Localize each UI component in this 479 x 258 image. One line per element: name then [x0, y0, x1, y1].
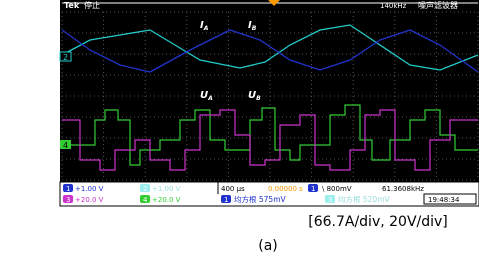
trigger: \ 800mV [322, 185, 352, 193]
filter: 噪声滤波器 [418, 0, 458, 10]
caption-scale: [66.7A/div, 20V/div] [308, 214, 448, 230]
meas1-num: 1 [224, 196, 228, 204]
timebase: 400 µs [221, 185, 245, 193]
meas2: 均方根 520mV [338, 194, 391, 204]
caption-label: (a) [258, 238, 278, 254]
ch1-scale: +1.00 V [75, 185, 104, 193]
scope-screen [60, 0, 479, 182]
ch4-marker-label: 4 [63, 141, 68, 150]
time: 19:48:34 [428, 196, 460, 204]
ch4-scale: +20.0 V [152, 196, 181, 204]
ch2-scale: +1.00 V [152, 185, 181, 193]
state: 停止 [84, 0, 100, 10]
trig-ch: 1 [311, 185, 315, 193]
delay: 0.00000 s [268, 185, 303, 193]
meas1: 均方根 575mV [234, 194, 287, 204]
figure: Tek 停止 140kHz 噪声滤波器 IA IB UA UB 2 4 1 +1… [0, 0, 479, 258]
ch2-marker-label: 2 [63, 53, 68, 62]
ch1-num: 1 [66, 185, 70, 193]
meas2-num: 3 [328, 196, 332, 204]
freq: 140kHz [380, 2, 407, 10]
trig-freq: 61.3608kHz [382, 185, 424, 193]
brand: Tek [64, 1, 80, 10]
ch2-num: 2 [143, 185, 147, 193]
ch4-num: 4 [143, 196, 148, 204]
ch3-scale: +20.0 V [75, 196, 104, 204]
ch3-num: 3 [66, 196, 70, 204]
